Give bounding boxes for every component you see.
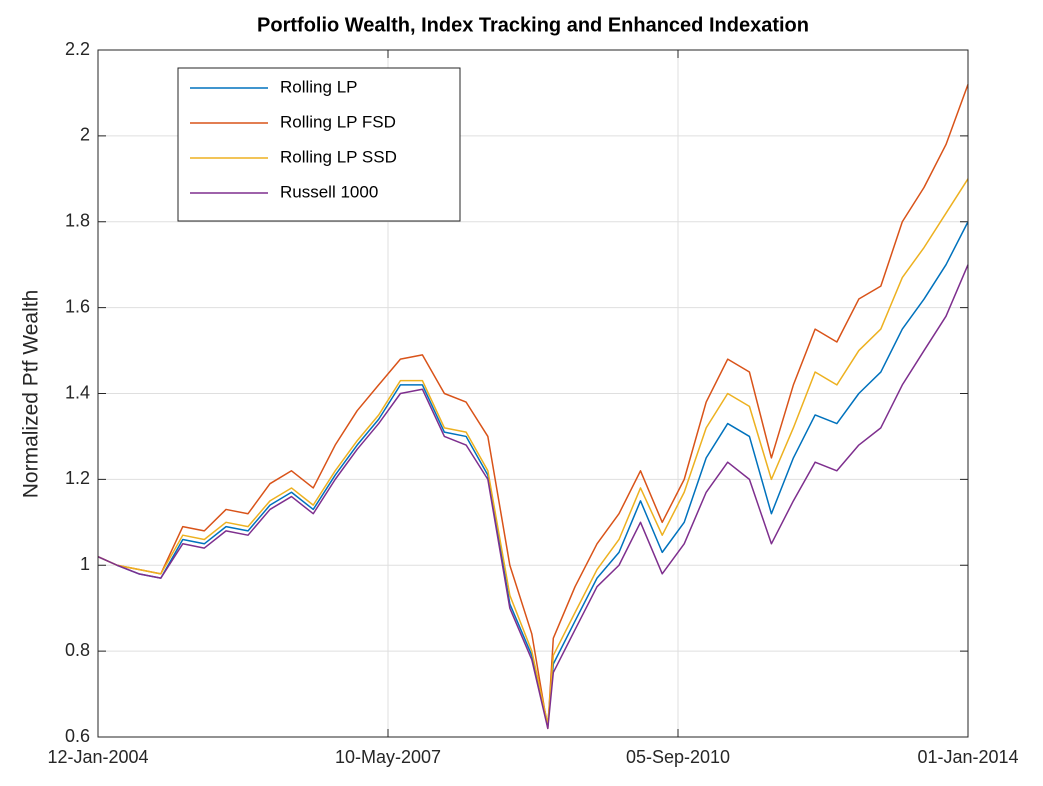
y-tick-label: 1 (80, 554, 90, 574)
legend-label: Rolling LP (280, 77, 358, 96)
y-axis-label: Normalized Ptf Wealth (20, 290, 43, 499)
y-tick-label: 1.8 (65, 211, 90, 231)
y-tick-label: 1.2 (65, 468, 90, 488)
series-line (97, 84, 969, 730)
y-tick-label: 1.4 (65, 382, 90, 402)
y-tick-label: 0.6 (65, 726, 90, 746)
series-line (97, 178, 969, 725)
legend-label: Russell 1000 (280, 182, 378, 201)
legend: Rolling LP Rolling LP FSD Rolling LP SSD Ru… (177, 67, 461, 222)
y-tick-label: 0.8 (65, 640, 90, 660)
legend-box (177, 67, 461, 222)
x-tick-label: 01-Jan-2014 (917, 747, 1018, 767)
x-tick-label: 05-Sep-2010 (626, 747, 730, 767)
x-tick-label: 12-Jan-2004 (47, 747, 148, 767)
legend-label: Rolling LP FSD (280, 112, 396, 131)
y-tick-label: 2.2 (65, 39, 90, 59)
series-line (97, 264, 969, 730)
chart-title: Portfolio Wealth, Index Tracking and Enh… (257, 14, 809, 36)
plot-box (97, 49, 969, 738)
y-tick-label: 2 (80, 125, 90, 145)
x-tick-label: 10-May-2007 (335, 747, 441, 767)
legend-label: Rolling LP SSD (280, 147, 397, 166)
y-tick-label: 1.6 (65, 296, 90, 316)
